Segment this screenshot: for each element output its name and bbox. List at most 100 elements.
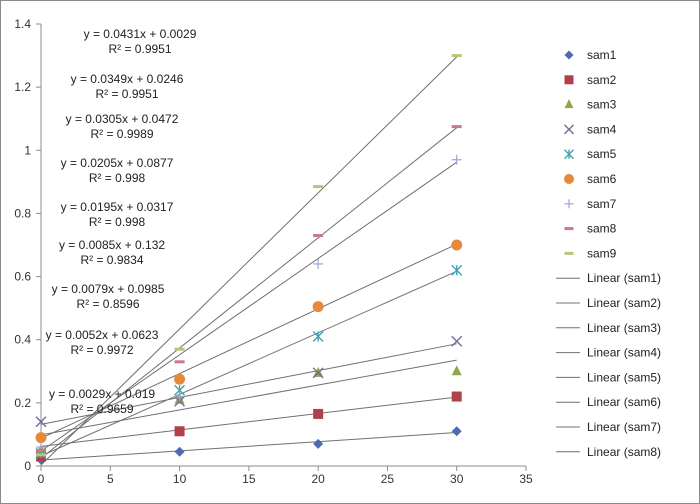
legend-label-linear-sam6: Linear (sam6)	[587, 395, 661, 409]
data-point-sam3	[313, 366, 324, 377]
x-tick-label: 35	[519, 472, 533, 486]
legend-label-linear-sam8: Linear (sam8)	[587, 445, 661, 459]
legend-marker-sam1	[564, 50, 574, 60]
trendline-equation: y = 0.0431x + 0.0029	[84, 27, 197, 41]
data-point-sam6	[174, 373, 186, 385]
trendline-r-squared: R² = 0.9834	[80, 253, 143, 267]
data-point-sam4	[451, 335, 463, 347]
trendline-sam3	[40, 359, 457, 436]
data-point-sam8	[451, 125, 462, 129]
axis-layer: 0 5 10 15 20 25 30 35 0 0.2 0.4 0.6 0.8 1 1.2 1.4	[14, 17, 533, 486]
trendline-r-squared: R² = 0.9989	[90, 127, 153, 141]
trendline-r-squared: R² = 0.998	[89, 215, 146, 229]
data-point-sam9	[313, 185, 324, 189]
x-tick-label: 5	[107, 472, 114, 486]
y-tick-label: 0.2	[14, 396, 31, 410]
legend-label-linear-sam4: Linear (sam4)	[587, 346, 661, 360]
data-point-sam7	[313, 258, 324, 269]
y-tick-label: 0.8	[14, 206, 31, 220]
trendline-r-squared: R² = 0.9951	[95, 87, 158, 101]
x-tick-label: 0	[38, 472, 45, 486]
trendline-r-squared: R² = 0.9972	[70, 343, 133, 357]
legend-label-linear-sam5: Linear (sam5)	[587, 370, 661, 384]
data-point-sam6	[451, 239, 463, 251]
legend-label-sam5: sam5	[587, 147, 617, 161]
trendline-equation: y = 0.0305x + 0.0472	[66, 112, 179, 126]
legend-marker-sam2	[564, 75, 574, 85]
trendline-sam9	[40, 56, 458, 466]
marker-layer	[35, 54, 463, 465]
legend-label-sam8: sam8	[587, 222, 617, 236]
legend-marker-sam9	[564, 251, 574, 255]
trendline-r-squared: R² = 0.8596	[76, 297, 139, 311]
data-point-sam7	[451, 154, 462, 165]
legend-marker-sam5	[564, 149, 574, 160]
legend-label-sam1: sam1	[587, 48, 617, 62]
legend-label-linear-sam3: Linear (sam3)	[587, 321, 661, 335]
x-tick-label: 30	[450, 472, 464, 486]
legend-marker-sam3	[564, 99, 574, 109]
trendline-r-squared: R² = 0.998	[89, 171, 146, 185]
trendline-sam8	[40, 127, 458, 459]
trendline-sam4	[40, 343, 457, 425]
trendline-equation: y = 0.0349x + 0.0246	[71, 72, 184, 86]
y-tick-label: 0.4	[14, 333, 31, 347]
legend-label-sam7: sam7	[587, 197, 617, 211]
data-point-sam1	[313, 438, 324, 449]
legend-label-sam4: sam4	[587, 122, 617, 136]
trendline-sam5	[40, 270, 457, 457]
trendline-equation: y = 0.0052x + 0.0623	[46, 328, 159, 342]
legend-label-linear-sam7: Linear (sam7)	[587, 420, 661, 434]
data-point-sam8	[174, 360, 185, 364]
trendline-r-squared: R² = 0.9659	[70, 402, 133, 416]
trendline-layer	[40, 56, 458, 466]
data-point-sam9	[174, 347, 185, 351]
data-point-sam2	[174, 426, 185, 437]
data-point-sam8	[313, 234, 324, 238]
legend-label-linear-sam1: Linear (sam1)	[587, 271, 661, 285]
data-point-sam2	[313, 408, 324, 419]
data-point-sam8	[36, 448, 46, 452]
y-tick-label: 0	[24, 459, 31, 473]
x-tick-label: 15	[242, 472, 256, 486]
trendline-sam6	[40, 243, 457, 439]
legend-marker-sam8	[564, 227, 574, 231]
data-point-sam2	[451, 391, 462, 402]
trendline-equation: y = 0.0195x + 0.0317	[61, 200, 174, 214]
y-tick-label: 1.4	[14, 17, 31, 31]
trendline-equation: y = 0.0029x + 0.019	[49, 387, 155, 401]
data-point-sam5	[312, 331, 324, 343]
y-tick-label: 0.6	[14, 270, 31, 284]
legend-label-sam6: sam6	[587, 172, 617, 186]
trendline-sam1	[40, 432, 457, 461]
data-point-sam5	[451, 264, 463, 276]
data-point-sam6	[35, 432, 47, 444]
legend-label-sam2: sam2	[587, 73, 617, 87]
x-tick-label: 25	[381, 472, 395, 486]
data-point-sam7	[174, 391, 185, 402]
trendline-sam2	[40, 396, 457, 447]
data-point-sam1	[451, 426, 462, 437]
data-point-sam4	[312, 367, 324, 379]
trendline-r-squared: R² = 0.9951	[108, 42, 171, 56]
x-tick-label: 20	[311, 472, 325, 486]
legend-marker-sam6	[564, 174, 574, 184]
legend-label-sam3: sam3	[587, 98, 617, 112]
data-point-sam1	[174, 446, 185, 457]
data-point-sam6	[312, 301, 324, 313]
legend-marker-sam4	[564, 124, 574, 135]
data-point-sam9	[36, 453, 46, 457]
legend-label-linear-sam2: Linear (sam2)	[587, 296, 661, 310]
legend: sam1 sam2 sam3 sam4 sam5 sam6 sam7 sam8 sam9 Line…	[556, 48, 661, 459]
x-tick-label: 10	[173, 472, 187, 486]
data-point-sam3	[451, 365, 462, 376]
y-tick-label: 1.2	[14, 80, 31, 94]
trendline-equation: y = 0.0079x + 0.0985	[52, 282, 165, 296]
legend-label-sam9: sam9	[587, 246, 617, 260]
trendline-equation: y = 0.0085x + 0.132	[59, 238, 165, 252]
data-point-sam9	[451, 54, 462, 58]
y-tick-label: 1	[24, 143, 31, 157]
